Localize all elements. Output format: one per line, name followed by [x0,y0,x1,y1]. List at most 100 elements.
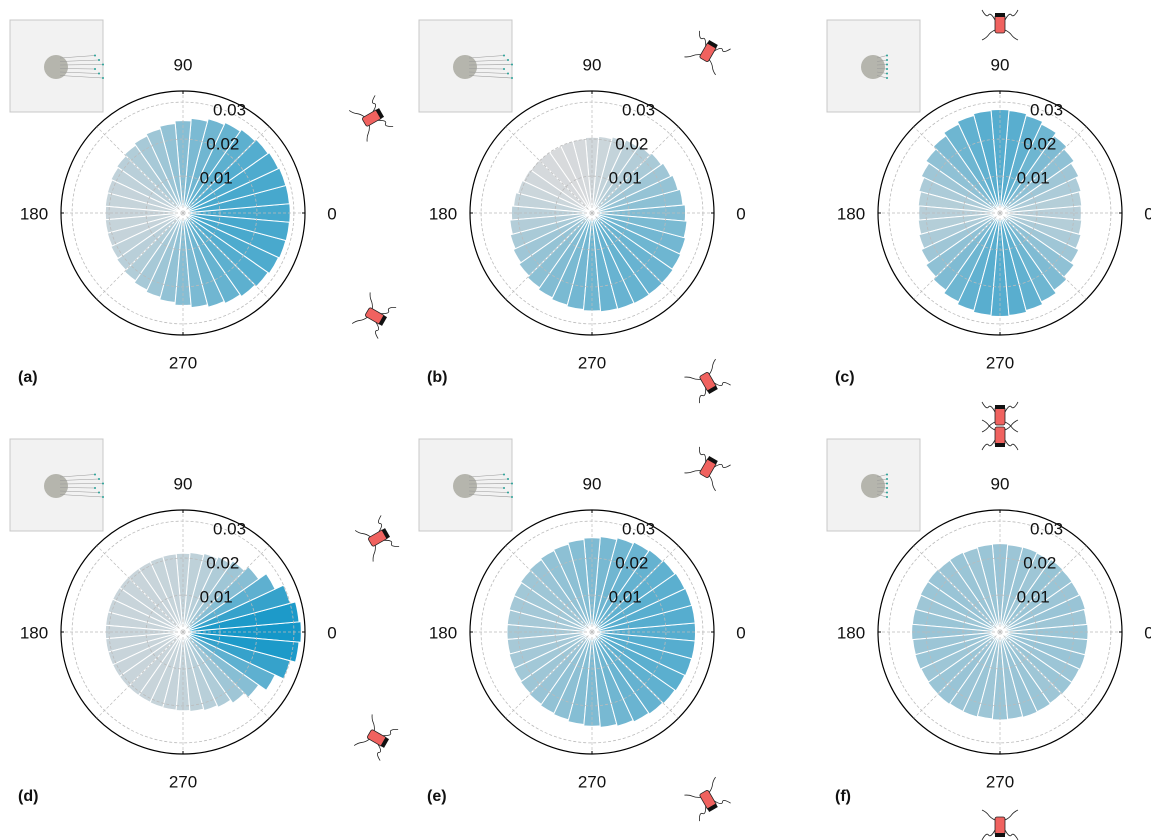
spoke [591,631,679,719]
inset-object [861,55,885,79]
r-tick-label: 0.02 [206,553,239,572]
theta-tick-label: 180 [837,623,865,642]
spoke [182,126,270,214]
bar [182,621,302,643]
theta-tick-label: 90 [174,55,193,74]
bar [182,138,269,214]
inset-dot [886,491,888,494]
spoke [591,545,679,633]
theta-tick-label: 270 [169,772,197,791]
inset-dot [511,482,513,485]
bar [182,551,205,633]
robot-leg [1004,829,1019,840]
inset-trace [876,59,888,62]
bar [591,631,696,660]
inset-dot [503,487,505,489]
bar [999,593,1086,633]
inset-trace [59,490,100,493]
bar [919,580,1001,633]
r-tick-label: 0.02 [1023,134,1056,153]
inset-dot [102,63,104,66]
grid-ring [480,520,704,744]
inset-dot [886,63,888,66]
spoke [999,126,1087,214]
inset-dot [507,72,509,75]
bar [591,135,613,214]
inset-dot [886,59,888,61]
robot-leg [684,54,701,58]
bar [110,166,184,214]
inset-trace [876,487,888,489]
bar [591,136,626,214]
r-tick-label: 0.02 [1023,553,1056,572]
robot-leg [981,439,996,451]
inset-dot [507,59,509,61]
bar [591,212,674,284]
inset-trace [876,64,888,66]
bar [591,174,679,214]
robot-leg [378,515,383,532]
bar [591,537,634,633]
inset-trace [876,483,888,485]
spoke [591,126,679,214]
grid-ring [71,101,295,325]
inset-trace [59,64,104,66]
theta-tick-label: 180 [837,204,865,223]
robot-icon [351,292,397,339]
bar [591,212,682,270]
bar [591,139,639,214]
robot-leg [371,714,375,731]
inset-dot [94,473,96,476]
inset-trace [59,483,104,485]
theta-tick-label: 0 [327,204,336,223]
theta-tick-label: 180 [429,204,457,223]
robot-icon [684,446,731,492]
theta-tick-label: 270 [986,772,1014,791]
inset-trace [468,474,505,478]
grid-ring [962,175,1038,251]
panel-label: (f) [835,788,851,805]
bar [182,552,219,633]
inset-dot [503,68,505,70]
inset-dot [102,77,104,79]
robot-head [995,405,1005,409]
inset-trace [468,59,509,62]
grid-ring [517,138,667,288]
inset-trace [468,478,509,481]
inset-object [453,55,477,79]
robot-body [994,426,1006,446]
inset-trace [876,71,888,74]
robot-leg [981,421,996,433]
inset-trace [468,490,509,493]
spoke [999,545,1087,633]
grid-ring [108,138,258,288]
robot-leg [377,744,382,761]
spoke [96,545,184,633]
inset-trace [876,68,888,70]
bar [999,212,1057,303]
theta-tick-label: 270 [169,353,197,372]
robot-leg [354,530,371,537]
robot-head [995,13,1005,17]
spoke [913,126,1001,214]
robot-leg [709,475,716,492]
spoke [999,631,1087,719]
bar [591,212,687,255]
bar [182,117,209,214]
r-tick-label: 0.03 [1030,100,1063,119]
grid-ring [71,520,295,744]
theta-tick-label: 270 [578,353,606,372]
bar [999,212,1080,264]
theta-tick-label: 90 [174,474,193,493]
robot-leg [1004,401,1019,413]
inset-trace [468,483,513,485]
grid-ring [108,557,258,707]
robot-leg [1004,29,1019,41]
inset-trace [59,487,96,489]
theta-tick-label: 180 [429,623,457,642]
robot-icon [981,401,1019,433]
robot-leg [709,59,716,76]
r-tick-label: 0.01 [609,168,642,187]
